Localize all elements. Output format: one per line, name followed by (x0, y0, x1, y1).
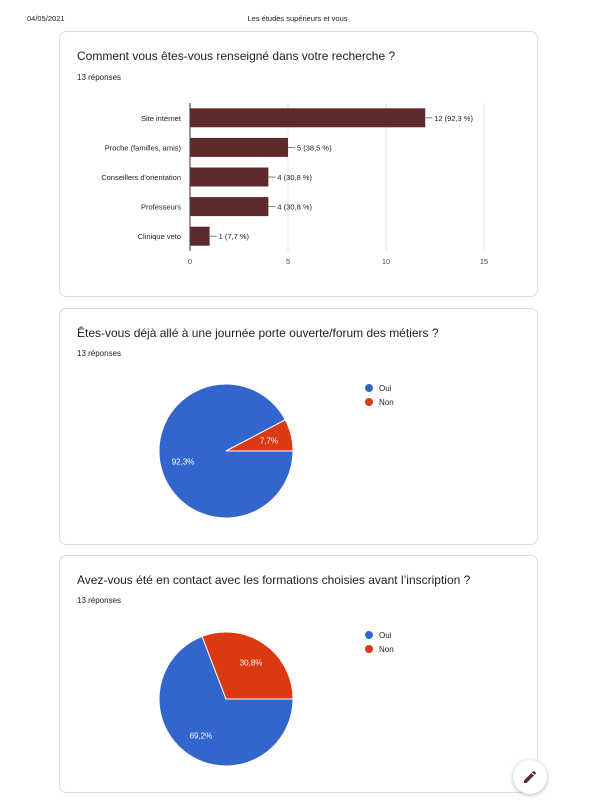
question-card-3: Avez-vous été en contact avec les format… (59, 555, 538, 793)
question-title: Comment vous êtes-vous renseigné dans vo… (77, 49, 396, 63)
x-tick-label: 10 (382, 257, 390, 266)
data-label: 4 (30,8 %) (277, 203, 312, 212)
data-label: 5 (38,5 %) (297, 143, 332, 152)
legend-label: Oui (379, 630, 392, 640)
bar (190, 108, 426, 128)
chart-legend: Oui Non (365, 628, 394, 656)
legend-swatch (365, 631, 373, 639)
legend-label: Oui (379, 383, 392, 393)
legend-swatch (365, 645, 373, 653)
print-date: 04/05/2021 (27, 14, 65, 23)
question-title: Êtes-vous déjà allé à une journée porte … (77, 326, 439, 340)
x-tick-label: 5 (286, 257, 290, 266)
x-tick-label: 0 (188, 257, 192, 266)
bar (190, 167, 269, 187)
legend-label: Non (379, 644, 394, 654)
pencil-icon (524, 770, 537, 783)
category-label: Professeurs (141, 203, 181, 212)
chart-legend: Oui Non (365, 381, 394, 409)
bar-chart: 0 5 10 15 Site internet 12 (92,3 %) Proche (fa… (101, 103, 488, 266)
response-count: 13 réponses (77, 73, 122, 82)
data-label: 12 (92,3 %) (434, 114, 473, 123)
bar (190, 137, 288, 157)
category-label: Clinique veto (138, 232, 181, 241)
category-label: Proche (familles, amis) (105, 143, 182, 152)
slice-label: 7,7% (260, 436, 278, 445)
legend-item-non: Non (365, 395, 394, 409)
slice-label: 30,8% (240, 659, 263, 668)
legend-item-oui: Oui (365, 381, 394, 395)
legend-item-non: Non (365, 642, 394, 656)
legend-swatch (365, 384, 373, 392)
document-title: Les études supérieurs et vous (247, 14, 348, 23)
slice-label: 69,2% (190, 731, 213, 740)
question-card-2: Êtes-vous déjà allé à une journée porte … (59, 308, 538, 545)
pie-slice (201, 631, 294, 700)
pie-slice (158, 635, 294, 767)
response-count: 13 réponses (77, 596, 122, 605)
bar (190, 197, 269, 217)
legend-item-oui: Oui (365, 628, 394, 642)
x-tick-label: 15 (480, 257, 488, 266)
bar (190, 226, 210, 246)
legend-label: Non (379, 397, 394, 407)
category-label: Conseillers d'orientation (101, 173, 181, 182)
pie-slice (225, 419, 294, 452)
edit-button[interactable] (513, 760, 547, 794)
data-label: 4 (30,8 %) (277, 173, 312, 182)
question-card-1: Comment vous êtes-vous renseigné dans vo… (59, 31, 538, 297)
question-title: Avez-vous été en contact avec les format… (77, 573, 471, 587)
legend-swatch (365, 398, 373, 406)
data-label: 1 (7,7 %) (219, 232, 250, 241)
response-count: 13 réponses (77, 349, 122, 358)
category-label: Site internet (141, 114, 182, 123)
slice-label: 92,3% (172, 458, 195, 467)
